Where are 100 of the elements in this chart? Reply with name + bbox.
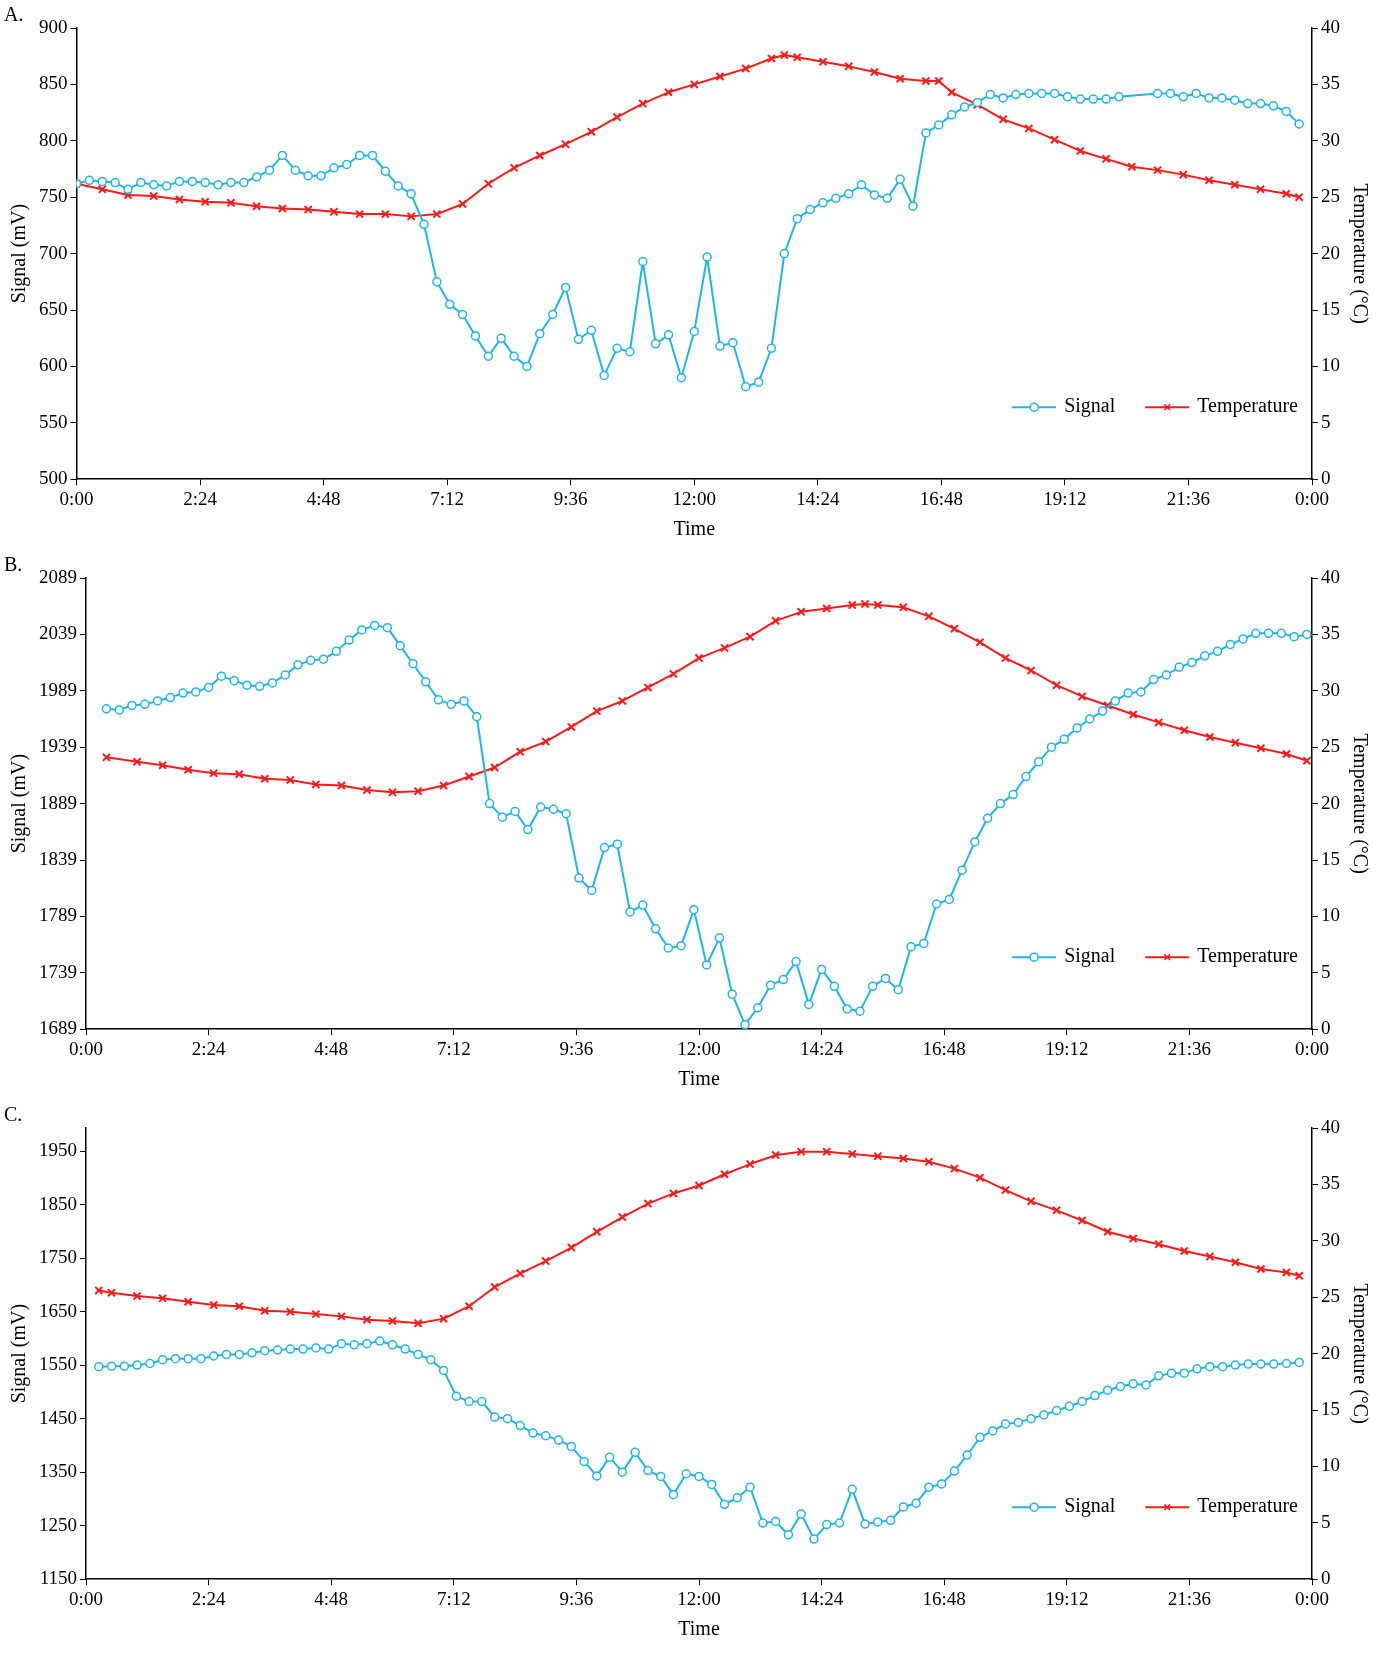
y2-tick-label: 5 <box>1321 960 1331 982</box>
y-tick-label: 1839 <box>39 847 77 869</box>
x-tick-label: 4:48 <box>314 1587 349 1609</box>
y-tick-label: 1150 <box>39 1567 77 1589</box>
y-tick-label: 800 <box>39 128 68 150</box>
y2-tick-label: 40 <box>1321 15 1340 37</box>
x-tick-label: 19:12 <box>1043 487 1087 509</box>
legend-label: Signal <box>1064 1494 1116 1518</box>
x-tick-label: 14:24 <box>796 487 840 509</box>
x-tick-label: 4:48 <box>314 1037 349 1059</box>
x-tick-label: 2:24 <box>191 1587 226 1609</box>
x-tick-label: 12:00 <box>677 1037 721 1059</box>
x-axis-title: Time <box>673 517 716 540</box>
y2-tick-label: 40 <box>1321 1115 1340 1137</box>
y2-tick-label: 10 <box>1321 904 1340 926</box>
y2-axis-title: Temperature (°C) <box>1348 1283 1372 1424</box>
y-tick-label: 550 <box>39 410 68 432</box>
x-tick-label: 19:12 <box>1045 1037 1089 1059</box>
y-tick-label: 2039 <box>39 622 77 644</box>
y-tick-label: 1789 <box>39 904 77 926</box>
y2-tick-label: 35 <box>1321 1172 1340 1194</box>
x-tick-label: 16:48 <box>922 1587 966 1609</box>
y2-axis-title: Temperature (°C) <box>1348 183 1372 324</box>
x-tick-label: 19:12 <box>1045 1587 1089 1609</box>
x-tick-label: 0:00 <box>69 1587 103 1609</box>
x-tick-label: 16:48 <box>919 487 963 509</box>
x-tick-label: 9:36 <box>559 1037 594 1059</box>
y-tick-label: 1950 <box>39 1139 77 1160</box>
x-tick-label: 2:24 <box>191 1037 226 1059</box>
chart-title: B. <box>4 553 23 576</box>
y2-tick-label: 20 <box>1321 1341 1340 1363</box>
y2-tick-label: 15 <box>1321 297 1340 319</box>
x-tick-label: 7:12 <box>430 487 465 509</box>
y-axis-title: Signal (mV) <box>7 1303 31 1404</box>
y2-tick-label: 5 <box>1321 1510 1331 1532</box>
chart-title: A. <box>4 3 24 26</box>
y2-tick-label: 5 <box>1321 410 1331 432</box>
x-tick-label: 0:00 <box>59 487 94 509</box>
legend-label: Temperature <box>1197 944 1299 968</box>
x-tick-label: 0:00 <box>69 1037 103 1059</box>
y-tick-label: 500 <box>39 467 68 489</box>
y-tick-label: 750 <box>39 185 68 207</box>
y2-tick-label: 15 <box>1321 847 1340 869</box>
y-tick-label: 1689 <box>39 1017 77 1039</box>
y-tick-label: 900 <box>39 15 68 37</box>
x-tick-label: 9:36 <box>559 1587 594 1609</box>
y-tick-label: 1889 <box>39 791 77 813</box>
y2-tick-label: 20 <box>1321 241 1340 263</box>
x-tick-label: 4:48 <box>306 487 341 509</box>
y-tick-label: 700 <box>39 241 68 263</box>
y-tick-label: 2089 <box>39 565 77 587</box>
y2-tick-label: 25 <box>1321 185 1340 207</box>
y-tick-label: 1850 <box>39 1192 77 1214</box>
y-tick-label: 1939 <box>39 735 77 757</box>
legend-label: Signal <box>1064 944 1116 968</box>
y2-tick-label: 0 <box>1321 1567 1331 1589</box>
y2-tick-label: 30 <box>1321 128 1340 150</box>
y2-tick-label: 30 <box>1321 1228 1340 1250</box>
legend-label: Signal <box>1064 394 1116 418</box>
y2-tick-label: 25 <box>1321 1285 1340 1307</box>
legend-label: Temperature <box>1197 394 1299 418</box>
y-tick-label: 1650 <box>39 1299 77 1321</box>
y-tick-label: 1450 <box>39 1406 77 1428</box>
x-tick-label: 9:36 <box>553 487 588 509</box>
chart-title: C. <box>4 1103 23 1126</box>
y2-tick-label: 10 <box>1321 354 1340 376</box>
y2-tick-label: 35 <box>1321 72 1340 94</box>
y-tick-label: 1250 <box>39 1513 77 1535</box>
x-tick-label: 14:24 <box>799 1587 844 1609</box>
y2-tick-label: 0 <box>1321 467 1331 489</box>
x-tick-label: 0:00 <box>1295 1587 1329 1609</box>
y2-tick-label: 20 <box>1321 791 1340 813</box>
x-tick-label: 21:36 <box>1167 1587 1212 1609</box>
y-tick-label: 850 <box>39 72 68 94</box>
y2-tick-label: 40 <box>1321 565 1340 587</box>
y-tick-label: 1989 <box>39 678 77 700</box>
y2-tick-label: 0 <box>1321 1017 1331 1039</box>
x-tick-label: 0:00 <box>1295 487 1329 509</box>
x-axis-title: Time <box>678 1617 720 1640</box>
y-axis-title: Signal (mV) <box>7 203 31 304</box>
y-tick-label: 1739 <box>39 960 77 982</box>
y-tick-label: 650 <box>39 297 68 319</box>
legend-label: Temperature <box>1197 1494 1299 1518</box>
x-tick-label: 2:24 <box>183 487 218 509</box>
y2-tick-label: 30 <box>1321 678 1340 700</box>
x-axis-title: Time <box>678 1067 720 1090</box>
x-tick-label: 14:24 <box>799 1037 844 1059</box>
y-tick-label: 600 <box>39 354 68 376</box>
y-tick-label: 1750 <box>39 1246 77 1268</box>
y-tick-label: 1350 <box>39 1460 77 1482</box>
y2-tick-label: 10 <box>1321 1454 1340 1476</box>
x-tick-label: 21:36 <box>1167 1037 1212 1059</box>
x-tick-label: 16:48 <box>922 1037 966 1059</box>
x-tick-label: 0:00 <box>1295 1037 1329 1059</box>
x-tick-label: 12:00 <box>677 1587 721 1609</box>
y2-tick-label: 35 <box>1321 622 1340 644</box>
y2-tick-label: 15 <box>1321 1397 1340 1419</box>
x-tick-label: 12:00 <box>672 487 716 509</box>
x-tick-label: 7:12 <box>436 1587 471 1609</box>
y-axis-title: Signal (mV) <box>7 753 31 854</box>
